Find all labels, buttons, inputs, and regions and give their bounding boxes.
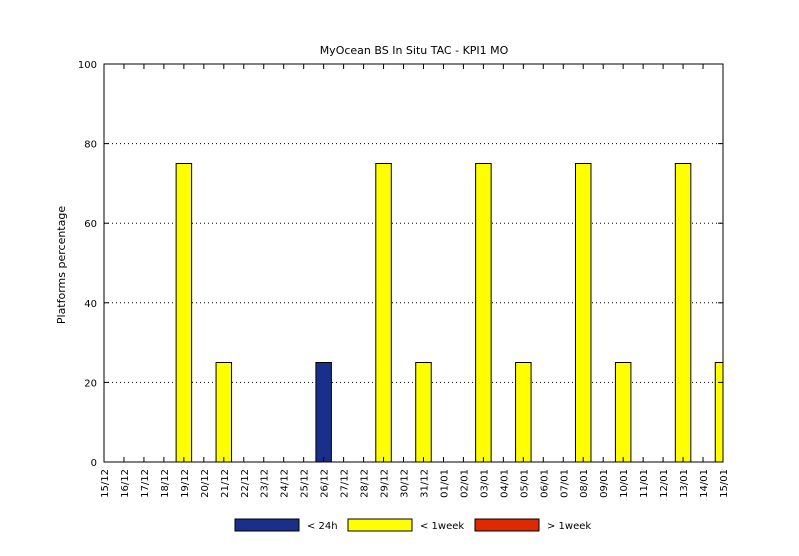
bar [574, 163, 592, 463]
x-tick-label: 04/01 [499, 469, 510, 498]
x-tick-label: 22/12 [240, 469, 251, 498]
x-tick-label: 25/12 [300, 469, 311, 498]
x-tick-label: 12/01 [659, 469, 670, 498]
x-tick-label: 21/12 [220, 469, 231, 498]
x-tick-label: 23/12 [260, 469, 271, 498]
legend-swatch [347, 518, 413, 532]
x-tick-label: 14/01 [699, 469, 710, 498]
legend-label: < 24h [307, 521, 338, 532]
legend-label: < 1week [420, 521, 464, 532]
x-tick-label: 07/01 [559, 469, 570, 498]
x-tick-label: 10/01 [619, 469, 630, 498]
bar [714, 362, 724, 463]
plot-frame [103, 63, 724, 463]
x-tick-label: 01/01 [439, 469, 450, 498]
bar [375, 163, 392, 463]
bar [175, 163, 193, 463]
x-tick-label: 11/01 [639, 469, 650, 498]
chart-title: MyOcean BS In Situ TAC - KPI1 MO [320, 44, 509, 57]
x-tick-label: 26/12 [320, 469, 331, 498]
grid-lines [104, 143, 723, 383]
x-tick-label: 28/12 [360, 469, 371, 498]
y-axis-label: Platforms percentage [55, 206, 68, 324]
y-tick-label: 100 [78, 60, 97, 71]
legend: < 24h < 1week > 1week [234, 518, 591, 532]
x-tick-label: 19/12 [180, 469, 191, 498]
x-tick-label: 08/01 [579, 469, 590, 498]
x-tick-label: 18/12 [160, 469, 171, 498]
y-tick-label: 80 [84, 140, 97, 151]
bar [614, 362, 632, 463]
legend-swatch [234, 518, 300, 532]
legend-label: > 1week [547, 521, 591, 532]
x-tick-label: 29/12 [380, 469, 391, 498]
x-tick-label: 24/12 [280, 469, 291, 498]
x-tick-label: 16/12 [120, 469, 131, 498]
x-tick-label: 06/01 [539, 469, 550, 498]
x-tick-label: 03/01 [479, 469, 490, 498]
x-tick-label: 17/12 [140, 469, 151, 498]
y-tick-label: 20 [84, 378, 97, 389]
y-tick-label: 0 [91, 458, 97, 469]
x-tick-label: 20/12 [200, 469, 211, 498]
y-tick-label: 60 [84, 219, 97, 230]
bar [415, 362, 432, 463]
x-tick-label: 31/12 [419, 469, 430, 498]
x-tick-label: 02/01 [459, 469, 470, 498]
y-ticks: 0 20 40 60 80 100 [78, 60, 723, 469]
bars [175, 163, 724, 463]
x-tick-label: 05/01 [519, 469, 530, 498]
y-tick-label: 40 [84, 299, 97, 310]
bar [674, 163, 692, 463]
x-tick-label: 15/01 [719, 469, 730, 498]
x-tick-label: 27/12 [340, 469, 351, 498]
x-ticks: 15/12 16/12 17/12 18/12 19/12 20/12 21/12 22/12… [100, 64, 730, 498]
bar [315, 362, 332, 463]
x-tick-label: 15/12 [100, 469, 111, 498]
bar [215, 362, 233, 463]
bar [475, 163, 492, 463]
x-tick-label: 13/01 [679, 469, 690, 498]
x-tick-label: 30/12 [400, 469, 411, 498]
bar [515, 362, 532, 463]
legend-swatch [474, 518, 540, 532]
x-tick-label: 09/01 [599, 469, 610, 498]
